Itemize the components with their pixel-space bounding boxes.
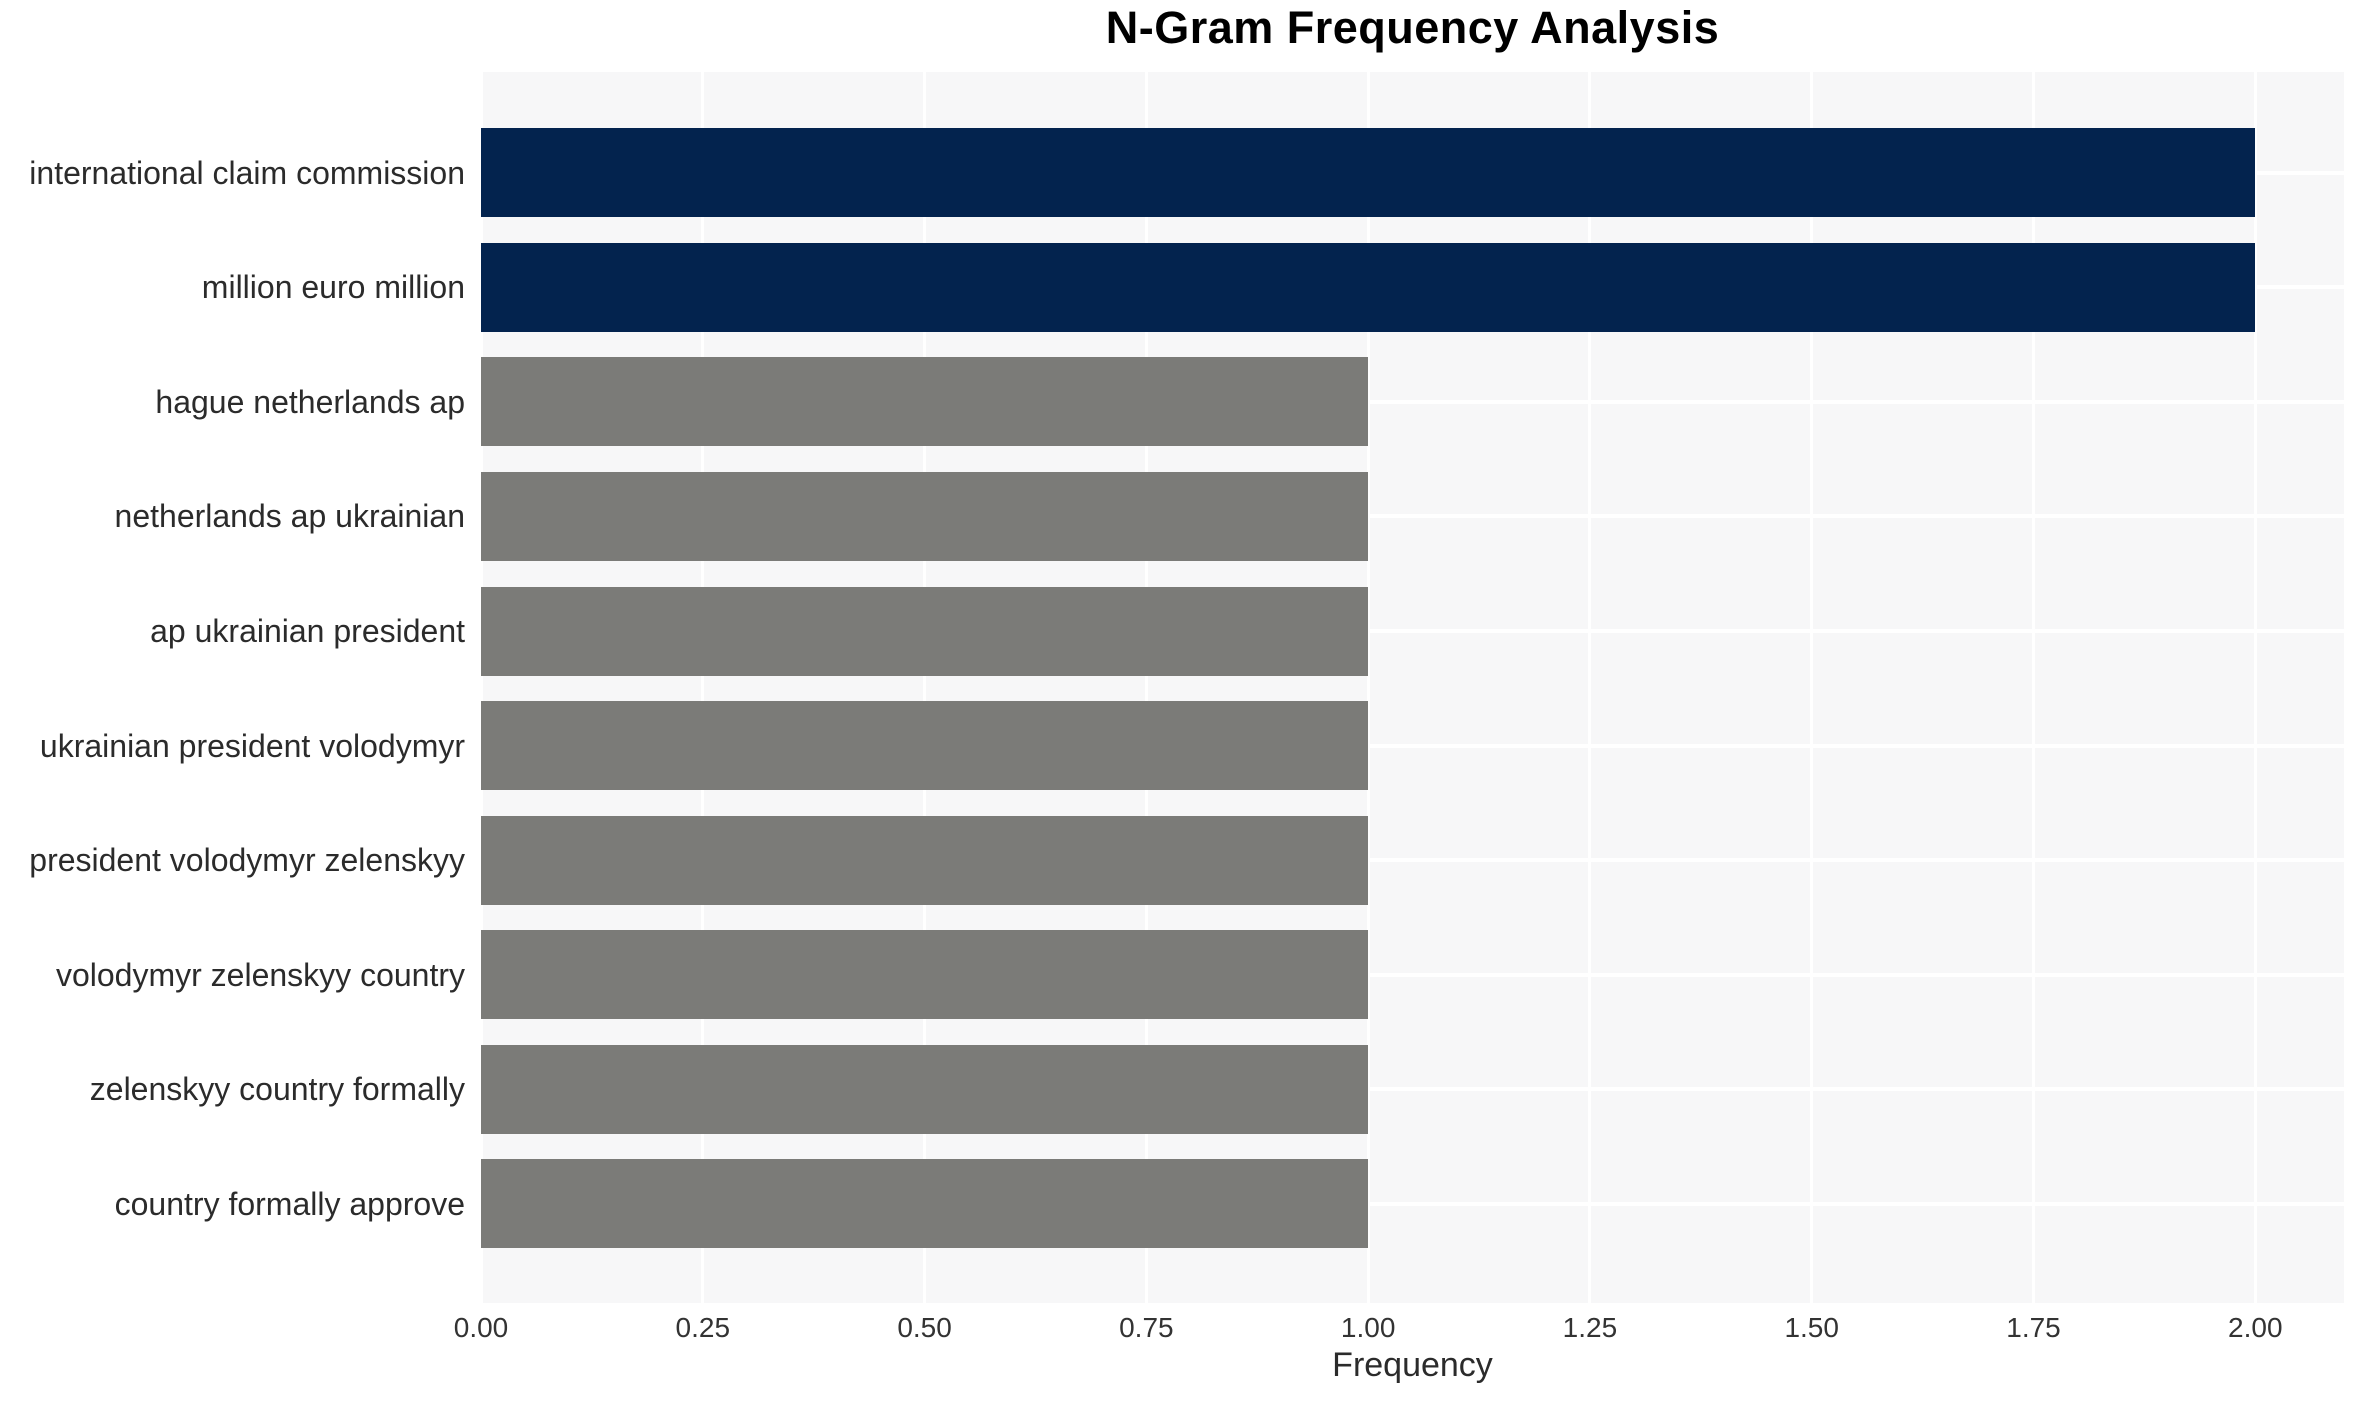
y-gridline [481,629,2344,634]
x-gridline-0.00 [481,72,483,1303]
bar-country-formally-approve [481,1159,1369,1249]
bar-volodymyr-zelenskyy-country [481,930,1369,1020]
x-tick-label: 1.75 [2006,1312,2061,1343]
x-axis-title: Frequency [1332,1346,1493,1384]
bar-netherlands-ap-ukrainian [481,471,1369,561]
bar-hague-netherlands-ap [481,357,1369,447]
bar-international-claim-commission [481,128,2256,218]
x-tick-label: 0.50 [897,1312,952,1343]
y-gridline [481,743,2344,748]
y-tick-label: hague netherlands ap [155,383,465,420]
x-tick-label: 0.25 [675,1312,731,1343]
bar-million-euro-million [481,242,2256,332]
y-gridline [481,1201,2344,1206]
x-gridline-0.25 [701,72,705,1303]
bar-president-volodymyr-zelenskyy [481,815,1369,905]
y-gridline [481,1087,2344,1092]
x-gridline-2.00 [2253,72,2257,1303]
y-tick-label: million euro million [201,269,465,306]
x-gridline-1.00 [1366,72,1370,1303]
y-tick-label: president volodymyr zelenskyy [29,842,465,879]
x-tick-label: 1.00 [1340,1312,1396,1343]
y-gridline [481,514,2344,519]
y-gridline [481,399,2344,404]
y-tick-label: international claim commission [29,154,465,191]
x-tick-label: 2.00 [2228,1312,2283,1343]
x-gridline-0.75 [1144,72,1148,1303]
y-tick-label: ukrainian president volodymyr [39,727,465,764]
y-tick-label: netherlands ap ukrainian [114,498,465,535]
bar-zelenskyy-country-formally [481,1044,1369,1134]
x-tick-label: 0.75 [1119,1312,1174,1343]
x-tick-label: 0.00 [453,1312,509,1343]
chart-title: N-Gram Frequency Analysis [1105,2,1720,53]
plot-area [481,72,2344,1303]
y-tick-label: volodymyr zelenskyy country [55,956,465,993]
y-tick-label: zelenskyy country formally [89,1071,465,1108]
x-gridline-1.25 [1588,72,1592,1303]
x-gridline-0.50 [923,72,927,1303]
y-tick-label: ap ukrainian president [150,613,465,650]
y-tick-label: country formally approve [114,1185,465,1222]
y-gridline [481,972,2344,977]
bar-ukrainian-president-volodymyr [481,701,1369,791]
bar-ap-ukrainian-president [481,586,1369,676]
x-tick-label: 1.25 [1562,1312,1618,1343]
y-gridline [481,858,2344,863]
x-gridline-1.50 [1810,72,1814,1303]
x-tick-label: 1.50 [1784,1312,1839,1343]
x-gridline-1.75 [2032,72,2035,1303]
